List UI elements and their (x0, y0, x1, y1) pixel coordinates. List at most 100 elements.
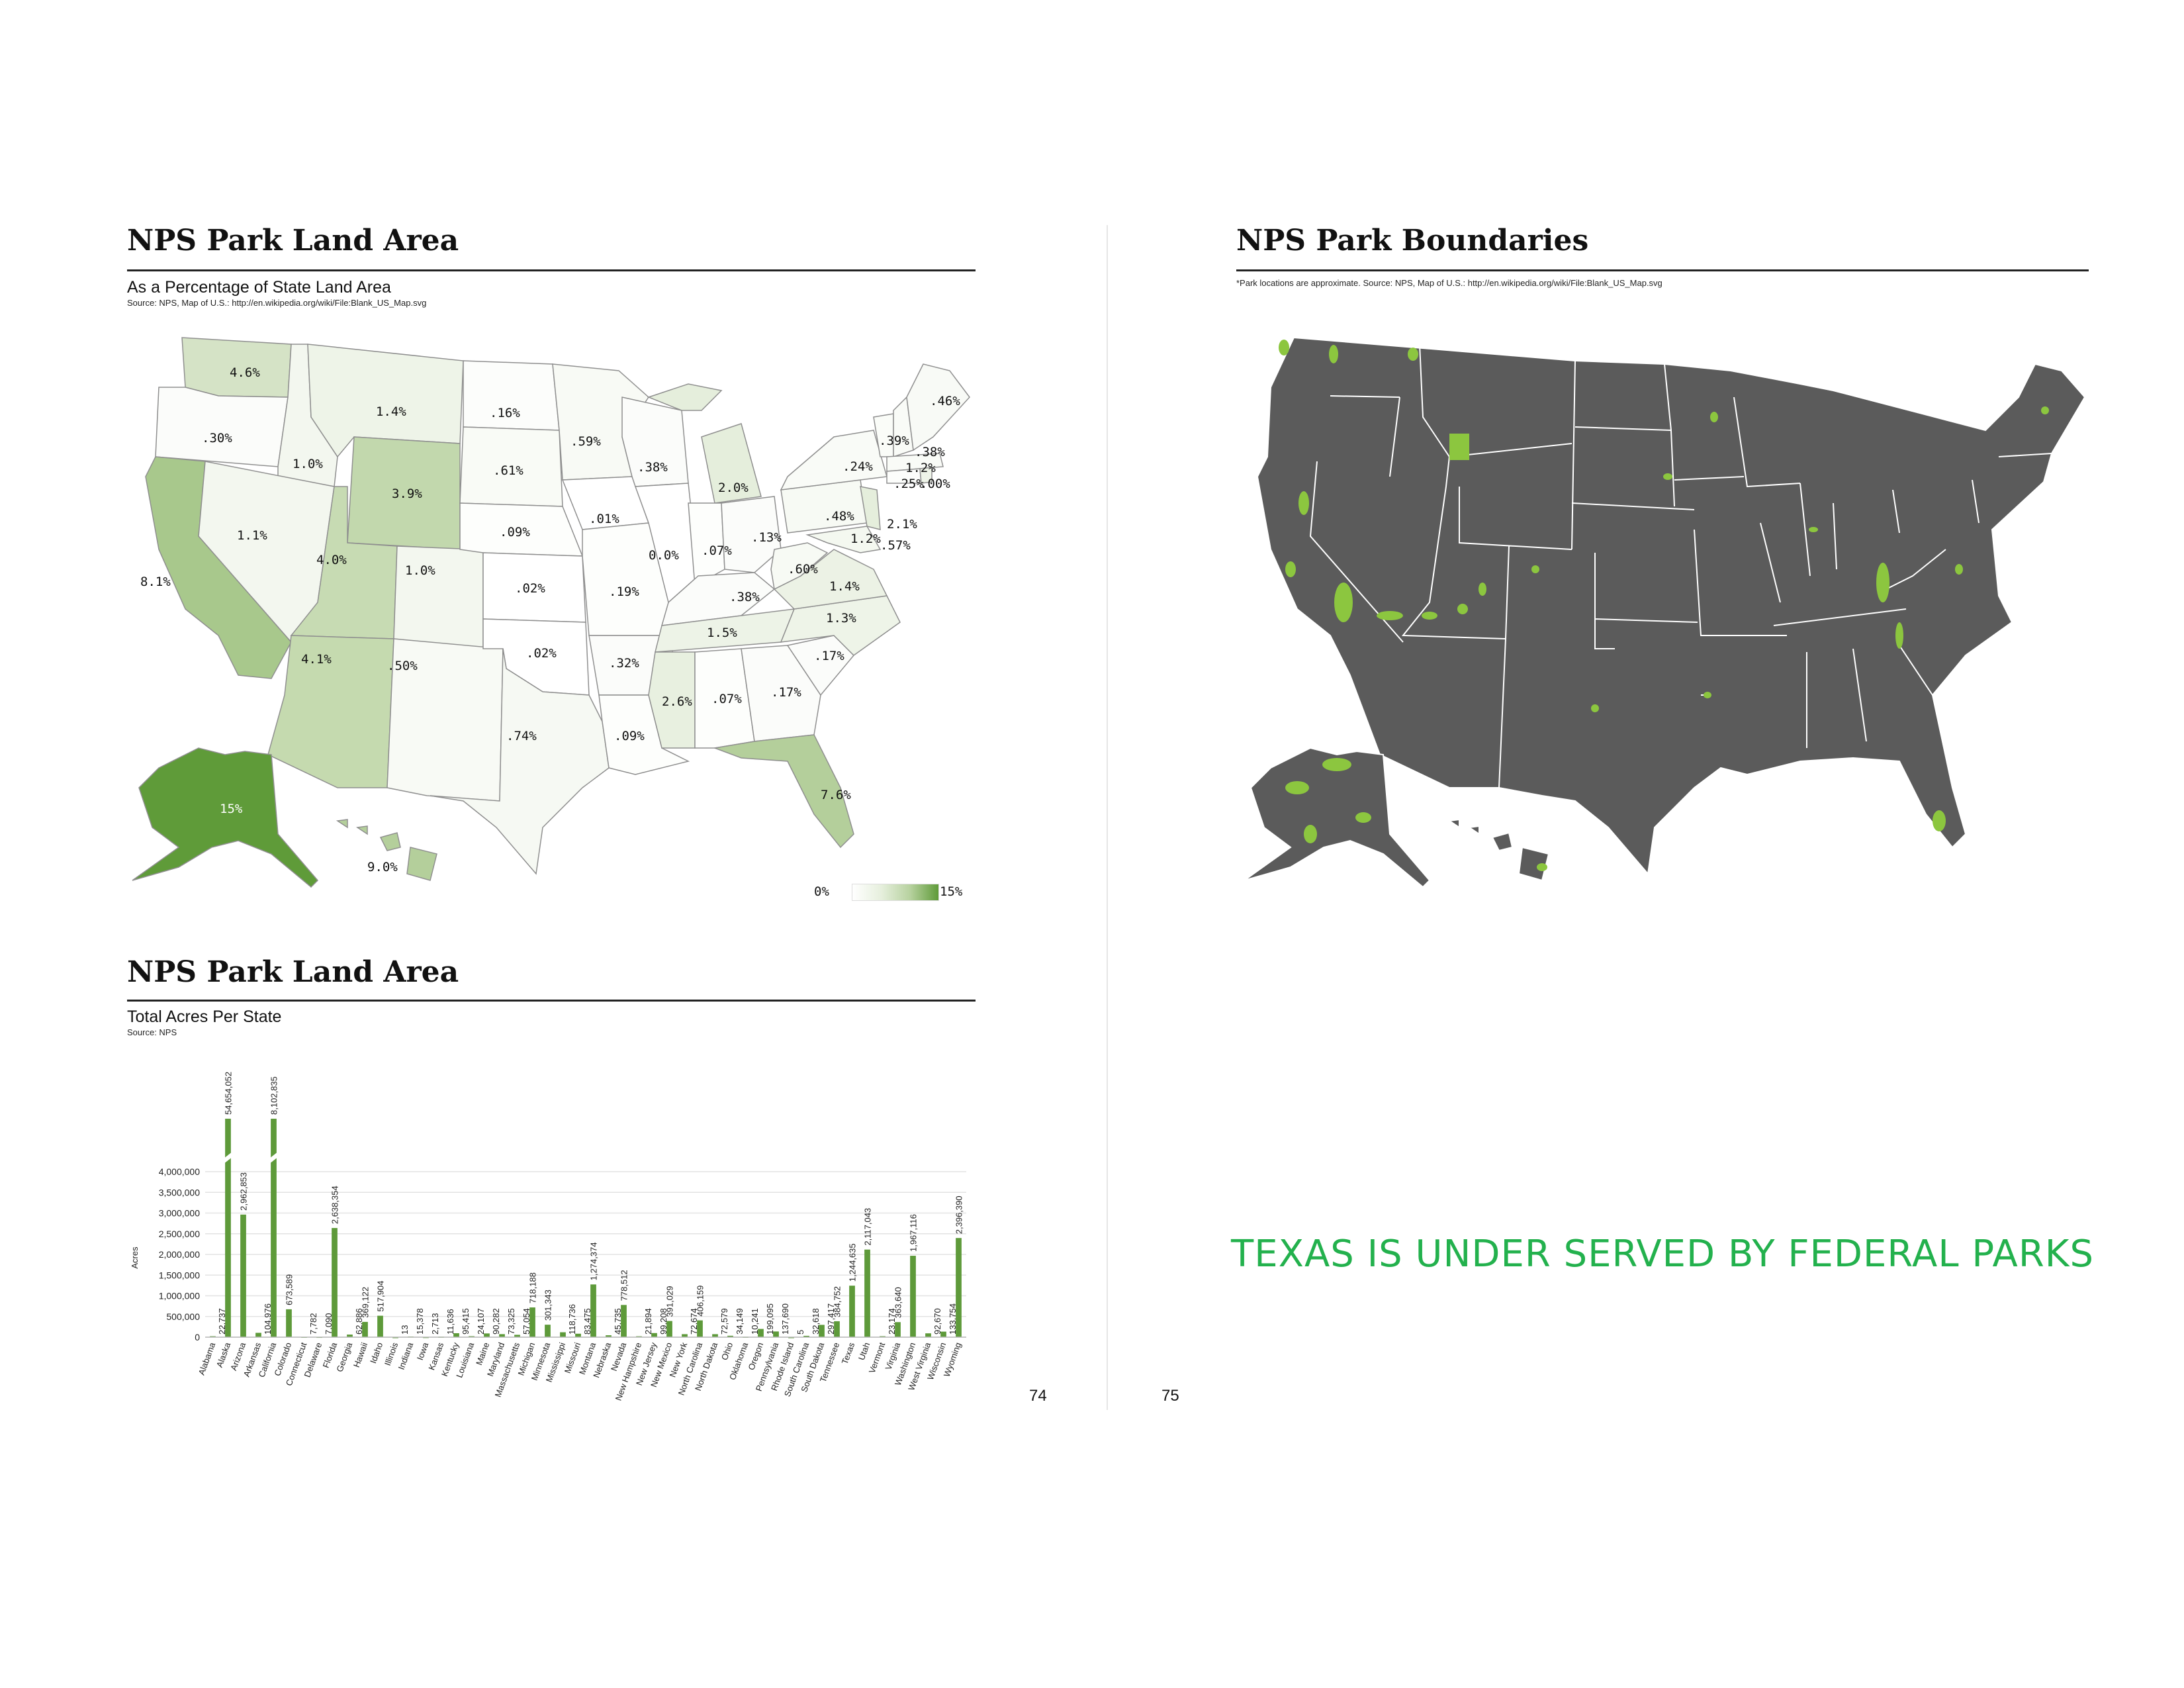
label-wisconsin: .38% (637, 460, 668, 475)
state-michigan-up (647, 383, 723, 411)
bar-value-label: 13 (400, 1325, 410, 1335)
bar-value-label: 778,512 (619, 1270, 629, 1301)
y-tick-label: 2,500,000 (159, 1229, 200, 1239)
bar-value-label: 1,967,116 (909, 1214, 919, 1252)
state-maryland (805, 526, 882, 553)
label-new-mexico: .50% (387, 659, 418, 673)
label-vermont: .24% (842, 459, 873, 474)
state-massachusetts (886, 453, 944, 472)
bar (682, 1334, 688, 1337)
bar-value-label: 369,122 (361, 1287, 371, 1318)
bar (560, 1332, 566, 1337)
bar (956, 1238, 962, 1337)
y-tick-label: 3,000,000 (159, 1208, 200, 1219)
title-rule (127, 269, 976, 271)
label-california: 8.1% (140, 575, 171, 589)
bar (575, 1333, 581, 1337)
label-montana: 1.4% (376, 404, 406, 419)
bar (651, 1333, 657, 1337)
label-georgia: .17% (771, 685, 801, 700)
state-border-lines (1309, 344, 2052, 788)
bar (484, 1333, 490, 1337)
bar-value-label: 199,095 (765, 1303, 775, 1335)
y-tick-label: 3,500,000 (159, 1187, 200, 1197)
bar (499, 1334, 505, 1337)
map-section-source: Source: NPS, Map of U.S.: http://en.wiki… (127, 298, 427, 308)
bar (819, 1325, 825, 1337)
label-hawaii: 9.0% (367, 860, 398, 874)
state-hawaii (336, 819, 437, 881)
acres-bar-chart: 0 500,000 1,000,000 1,500,000 2,000,000 2,500… (130, 1072, 966, 1402)
bar-value-label: 45,735 (613, 1308, 623, 1335)
state-percentage-labels: 4.6% .30% 1.0% 1.4% .16% .59% .38% 2.0% … (140, 365, 960, 874)
label-indiana: .07% (702, 543, 732, 558)
bar-value-label: 384,752 (833, 1286, 842, 1317)
label-illinois: 0.0% (649, 548, 679, 563)
bar-value-label: 23,174 (887, 1308, 897, 1335)
bar-value-label: 21,894 (643, 1308, 653, 1335)
boundaries-title-rule (1236, 269, 2089, 271)
bar-value-label: 2,638,354 (330, 1186, 340, 1224)
bar (590, 1284, 596, 1337)
label-texas: .74% (506, 729, 537, 743)
bar-value-label: 83,475 (582, 1308, 592, 1335)
bar-value-label: 15,378 (415, 1308, 425, 1335)
bar-value-label: 1,244,635 (848, 1243, 858, 1282)
x-category-label: Hawaii (351, 1341, 369, 1369)
bar (712, 1334, 718, 1337)
bar (255, 1333, 261, 1337)
y-tick-label: 2,000,000 (159, 1249, 200, 1260)
bar-value-label: 24,107 (476, 1308, 486, 1335)
state-rhode-island (919, 467, 933, 484)
page-number-left: 74 (1029, 1387, 1047, 1405)
y-tick-label: 500,000 (166, 1311, 200, 1322)
bar-value-label: 673,589 (285, 1274, 295, 1305)
bar-value-label: 73,325 (506, 1308, 516, 1335)
bar (332, 1228, 338, 1337)
boundaries-title: NPS Park Boundaries (1236, 224, 1589, 258)
bar-value-label: 54,654,052 (224, 1072, 234, 1115)
page-number-right: 75 (1161, 1387, 1179, 1405)
label-new-hampshire: .39% (879, 434, 909, 448)
label-louisiana: .09% (614, 729, 645, 743)
label-west-virginia: .60% (788, 562, 818, 577)
texas-callout: TEXAS IS UNDER SERVED BY FEDERAL PARKS (1231, 1233, 2095, 1276)
bar-value-label: 99,208 (659, 1308, 668, 1335)
y-tick-label: 4,000,000 (159, 1166, 200, 1177)
label-connecticut: .25% (893, 477, 924, 491)
bar-value-label: 5 (796, 1330, 805, 1335)
axis-break-mark (269, 1152, 278, 1164)
map-section-subtitle: As a Percentage of State Land Area (127, 278, 391, 297)
bar (803, 1335, 809, 1337)
label-south-dakota: .61% (493, 463, 523, 478)
y-axis-label: Acres (130, 1246, 140, 1269)
x-category-label: Utah (856, 1341, 872, 1362)
bar-value-label: 62,886 (354, 1308, 364, 1335)
label-virginia: 1.4% (829, 579, 860, 594)
bar-value-label: 363,640 (893, 1287, 903, 1318)
label-idaho: 1.0% (293, 457, 323, 471)
label-kansas: .02% (515, 581, 545, 596)
bar (925, 1333, 931, 1337)
bar (849, 1286, 855, 1337)
bar-value-label: 32,618 (811, 1308, 821, 1335)
bar-value-label: 90,282 (491, 1308, 501, 1335)
label-connecticut-alt: .00% (920, 477, 950, 491)
bar-value-label: 517,904 (376, 1281, 386, 1312)
bar-value-label: 11,636 (445, 1309, 455, 1335)
x-category-label: Alabama (197, 1340, 218, 1376)
legend-min-label: 0% (814, 884, 829, 899)
bar (240, 1214, 246, 1337)
bar (453, 1333, 459, 1337)
label-kentucky: .38% (729, 590, 760, 604)
bar (834, 1321, 840, 1337)
bar-value-label: 92,670 (933, 1308, 942, 1335)
state-west-virginia (770, 542, 829, 590)
label-mississippi: 2.6% (662, 694, 692, 709)
state-colorado (393, 545, 484, 649)
state-maine (906, 363, 970, 451)
hawaii-dark (1447, 818, 1550, 882)
bar (514, 1335, 520, 1337)
bar (727, 1335, 733, 1337)
bar-value-label: 8,102,835 (269, 1076, 279, 1115)
